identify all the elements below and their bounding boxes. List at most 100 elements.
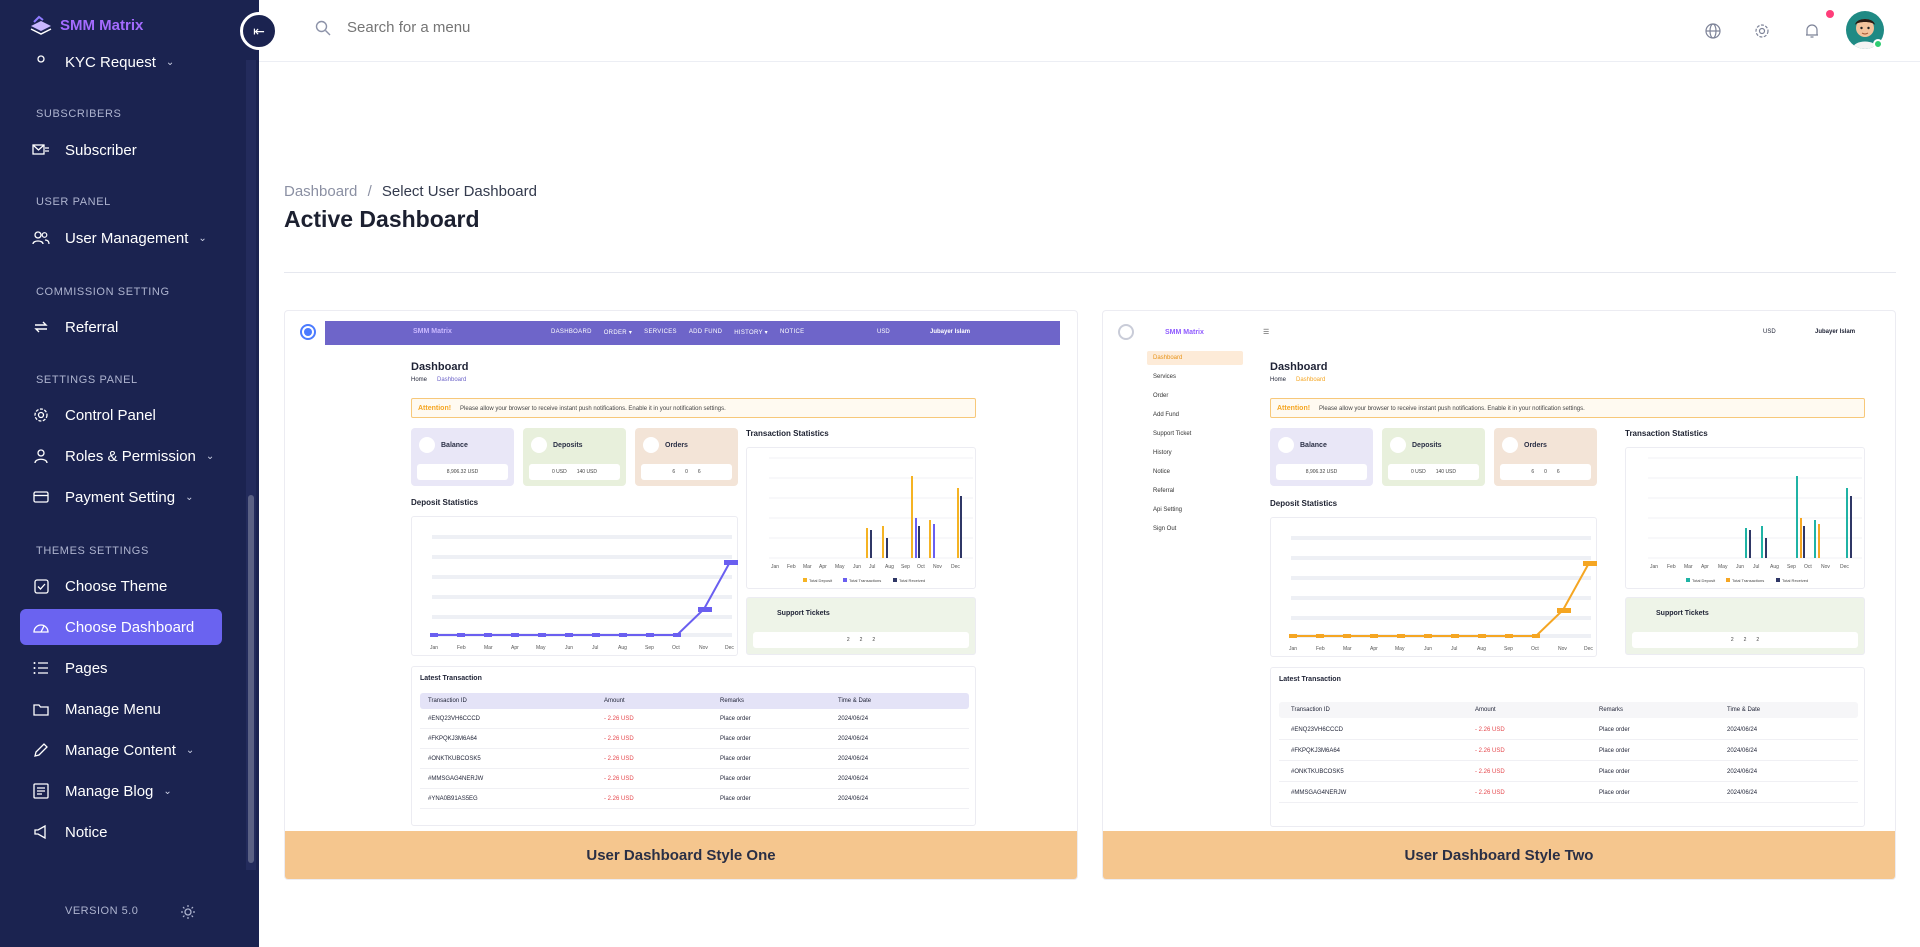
sidebar-item-pages[interactable]: Pages bbox=[20, 650, 222, 686]
preview2-transaction-stats-title: Transaction Statistics bbox=[1625, 429, 1708, 438]
preview-deposit-stats-title: Deposit Statistics bbox=[411, 498, 479, 507]
select-radio-style-two[interactable] bbox=[1118, 324, 1134, 340]
table-row: #FKPQKJ3M6A64 - 2.26 USD Place order 2024/0… bbox=[420, 731, 969, 749]
sidebar-item-referral[interactable]: Referral bbox=[20, 309, 222, 345]
preview2-sidebar-item: Sign Out bbox=[1153, 526, 1177, 532]
svg-text:Nov: Nov bbox=[1558, 646, 1567, 652]
preview-transaction-stats-title: Transaction Statistics bbox=[746, 429, 829, 438]
kyc-icon bbox=[32, 53, 50, 71]
app-logo[interactable]: SMM Matrix bbox=[28, 14, 143, 36]
collapse-arrow-icon: ⇤ bbox=[253, 22, 265, 39]
cart-icon bbox=[1502, 437, 1518, 453]
referral-icon bbox=[32, 318, 50, 336]
search-icon bbox=[315, 20, 331, 35]
stat-value: 6 bbox=[672, 469, 676, 475]
svg-text:Mar: Mar bbox=[484, 645, 493, 651]
stat-title: Deposits bbox=[1412, 442, 1442, 449]
sidebar-item-manage-blog[interactable]: Manage Blog ⌄ bbox=[20, 773, 222, 809]
sidebar-item-subscriber[interactable]: Subscriber bbox=[20, 132, 222, 168]
payment-icon bbox=[32, 488, 50, 506]
card-footer-style-two[interactable]: User Dashboard Style Two bbox=[1103, 831, 1895, 879]
subscriber-icon bbox=[32, 141, 50, 159]
sidebar-item-kyc-request[interactable]: KYC Request ⌄ bbox=[20, 44, 222, 80]
stat-value: 6 bbox=[697, 469, 701, 475]
sidebar-item-manage-menu[interactable]: Manage Menu bbox=[20, 691, 222, 727]
svg-text:May: May bbox=[835, 564, 845, 570]
settings-gear-icon[interactable] bbox=[1751, 20, 1773, 42]
preview2-latest-title: Latest Transaction bbox=[1279, 676, 1341, 683]
table-cell: Place order bbox=[1599, 748, 1630, 754]
language-globe-icon[interactable] bbox=[1702, 20, 1724, 42]
sidebar-item-label: Roles & Permission bbox=[65, 447, 196, 465]
dashboard-icon bbox=[32, 618, 50, 636]
svg-text:Oct: Oct bbox=[672, 645, 680, 651]
table-row: #ONKTKUBCOSK5 - 2.26 USD Place order 2024/0… bbox=[420, 751, 969, 769]
card-footer-style-one[interactable]: User Dashboard Style One bbox=[285, 831, 1077, 879]
preview2-transaction-chart: Jan Feb Mar Apr May Jun Jul Aug Sep Oct Nov Dec Tot… bbox=[1625, 447, 1865, 589]
svg-text:Mar: Mar bbox=[1343, 646, 1352, 652]
app-version: VERSION 5.0 bbox=[65, 905, 139, 917]
table-cell: 2024/06/24 bbox=[1727, 769, 1758, 775]
preview-latest-transaction: Latest Transaction Transaction ID Amount… bbox=[411, 666, 976, 826]
select-radio-style-one[interactable] bbox=[300, 324, 316, 340]
preview-nav-link: HISTORY ▾ bbox=[734, 330, 768, 336]
topbar bbox=[259, 0, 1920, 62]
svg-text:Mar: Mar bbox=[803, 564, 812, 570]
sidebar-item-choose-dashboard[interactable]: Choose Dashboard bbox=[20, 609, 222, 645]
notification-bell-icon[interactable] bbox=[1801, 20, 1823, 42]
dashboard-option-card-two[interactable]: SMM Matrix ☰ USD Jubayer Islam Dashboard… bbox=[1102, 310, 1896, 880]
table-cell: #MMSGAG4NERJW bbox=[428, 776, 484, 782]
cart-icon bbox=[643, 437, 659, 453]
search-input[interactable] bbox=[347, 19, 647, 36]
table-cell: - 2.26 USD bbox=[1475, 790, 1505, 796]
preview2-menu-icon[interactable]: ☰ bbox=[1263, 329, 1270, 336]
sidebar-scrollbar[interactable] bbox=[248, 495, 254, 863]
sidebar-item-control-panel[interactable]: Control Panel bbox=[20, 397, 222, 433]
sidebar-item-payment-setting[interactable]: Payment Setting ⌄ bbox=[20, 479, 222, 515]
chevron-down-icon: ⌄ bbox=[163, 785, 172, 797]
stat-value: 2 bbox=[846, 637, 850, 643]
stat-value: 2 bbox=[1756, 637, 1760, 643]
stat-value: 8,906.32 USD bbox=[1305, 469, 1338, 475]
svg-text:Jul: Jul bbox=[1451, 646, 1457, 652]
table-cell: Place order bbox=[1599, 769, 1630, 775]
sidebar-item-roles-permission[interactable]: Roles & Permission ⌄ bbox=[20, 438, 222, 474]
svg-text:Dec: Dec bbox=[1584, 646, 1593, 652]
roles-icon bbox=[32, 447, 50, 465]
sidebar-collapse-button[interactable]: ⇤ bbox=[240, 12, 278, 50]
svg-text:Apr: Apr bbox=[1701, 564, 1709, 570]
dashboard-style-label: User Dashboard Style Two bbox=[1404, 846, 1594, 864]
dashboard-style-label: User Dashboard Style One bbox=[586, 846, 776, 864]
sidebar-item-label: Manage Blog bbox=[65, 782, 154, 800]
svg-text:Apr: Apr bbox=[1370, 646, 1378, 652]
sidebar-item-user-management[interactable]: User Management ⌄ bbox=[20, 220, 222, 256]
deposit-line-chart-orange: Jan Feb Mar Apr May Jun Jul Aug Sep Oct Nov Dec bbox=[1289, 536, 1597, 652]
table-cell: Place order bbox=[720, 796, 751, 802]
preview-nav-link: ADD FUND bbox=[688, 329, 723, 335]
preview-support-card: Support Tickets 2 2 2 bbox=[746, 597, 976, 655]
notification-badge bbox=[1826, 10, 1834, 18]
sidebar-item-notice[interactable]: Notice bbox=[20, 814, 222, 850]
section-title-commission-setting: COMMISSION SETTING bbox=[36, 286, 170, 298]
sidebar-item-label: Notice bbox=[65, 823, 108, 841]
theme-toggle-sun-icon[interactable] bbox=[180, 904, 196, 925]
sidebar-item-choose-theme[interactable]: Choose Theme bbox=[20, 568, 222, 604]
chevron-down-icon: ⌄ bbox=[205, 450, 215, 462]
stat-title: Balance bbox=[1300, 442, 1327, 449]
preview-crumb-home: Home bbox=[411, 377, 428, 383]
sidebar-item-manage-content[interactable]: Manage Content ⌄ bbox=[20, 732, 222, 768]
svg-text:Jan: Jan bbox=[1289, 646, 1297, 652]
preview-attention-alert: Attention! Please allow your browser to … bbox=[411, 398, 976, 418]
preview-nav-links: DASHBOARD ORDER ▾ SERVICES ADD FUND HIST… bbox=[551, 329, 804, 336]
table-row: #MMSGAG4NERJW - 2.26 USD Place order 2024/0… bbox=[420, 771, 969, 789]
svg-text:Sep: Sep bbox=[901, 564, 910, 570]
transaction-bar-chart-teal: Jan Feb Mar Apr May Jun Jul Aug Sep Oct Nov Dec Tot… bbox=[1648, 457, 1862, 583]
breadcrumb-home[interactable]: Dashboard bbox=[284, 183, 358, 200]
preview-table-header: Transaction ID Amount Remarks Time & Dat… bbox=[420, 693, 969, 709]
stat-value: 0 USD bbox=[1410, 469, 1426, 475]
dashboard-option-card-one[interactable]: SMM Matrix DASHBOARD ORDER ▾ SERVICES AD… bbox=[284, 310, 1078, 880]
table-row: #ENQ23VH6CCCD - 2.26 USD Place order 2024/0… bbox=[1279, 722, 1858, 740]
sidebar-item-label: User Management bbox=[65, 229, 189, 247]
table-cell: 2024/06/24 bbox=[838, 736, 869, 742]
table-cell: - 2.26 USD bbox=[604, 756, 634, 762]
